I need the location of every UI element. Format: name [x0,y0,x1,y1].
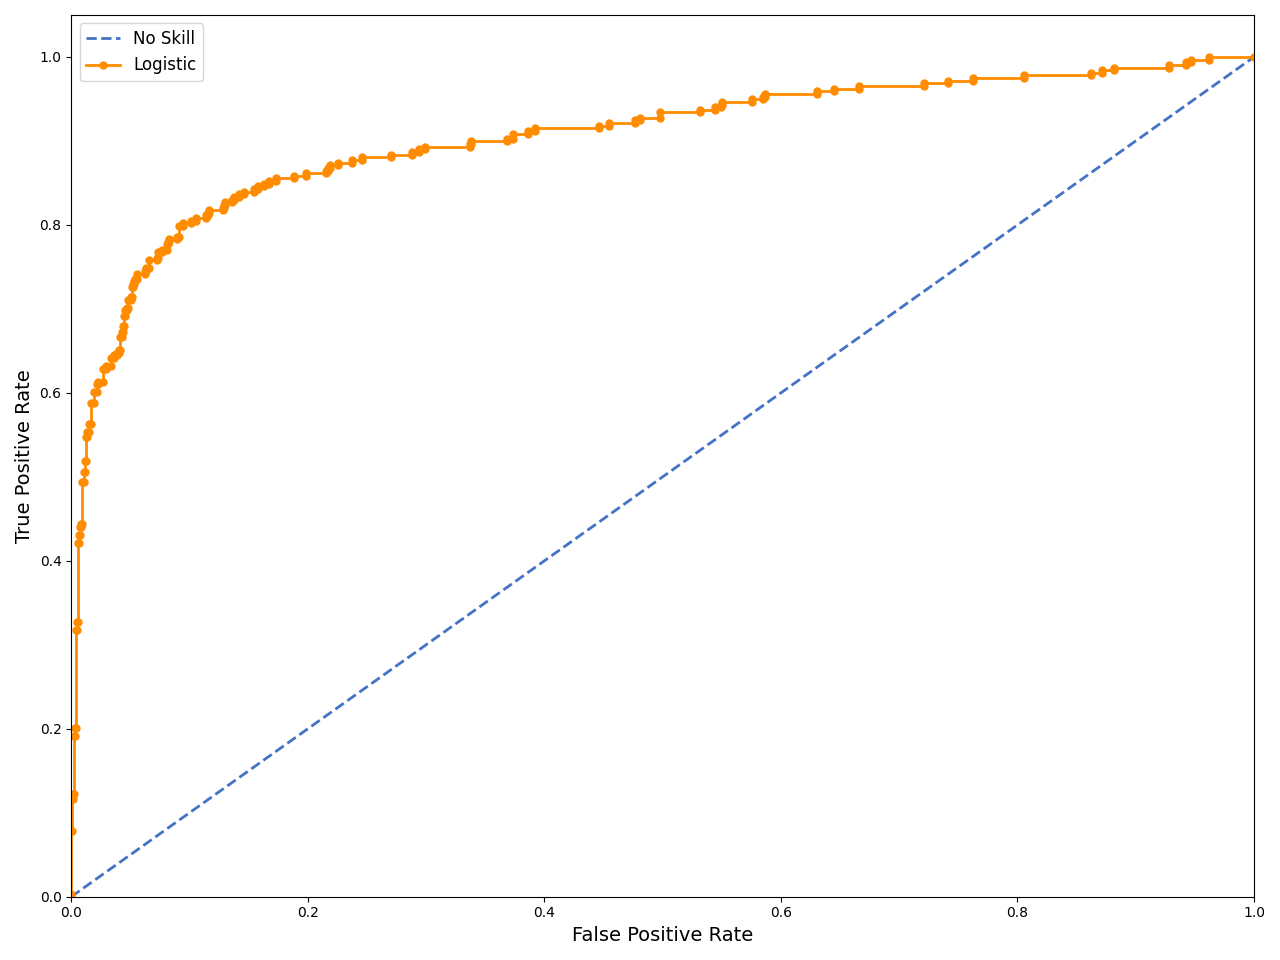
Logistic [323,162,338,174]
Legend: No Skill, Logistic: No Skill, Logistic [79,23,202,81]
Line: Logistic: Logistic [68,54,1257,900]
Logistic [115,331,131,343]
Logistic [115,325,131,337]
Logistic [744,93,759,105]
Logistic [64,891,79,902]
Logistic [504,133,520,145]
X-axis label: False Positive Rate: False Positive Rate [572,926,753,945]
Logistic [1202,51,1217,62]
Logistic [1247,51,1262,62]
Y-axis label: True Positive Rate: True Positive Rate [15,369,35,542]
Logistic [627,117,643,129]
